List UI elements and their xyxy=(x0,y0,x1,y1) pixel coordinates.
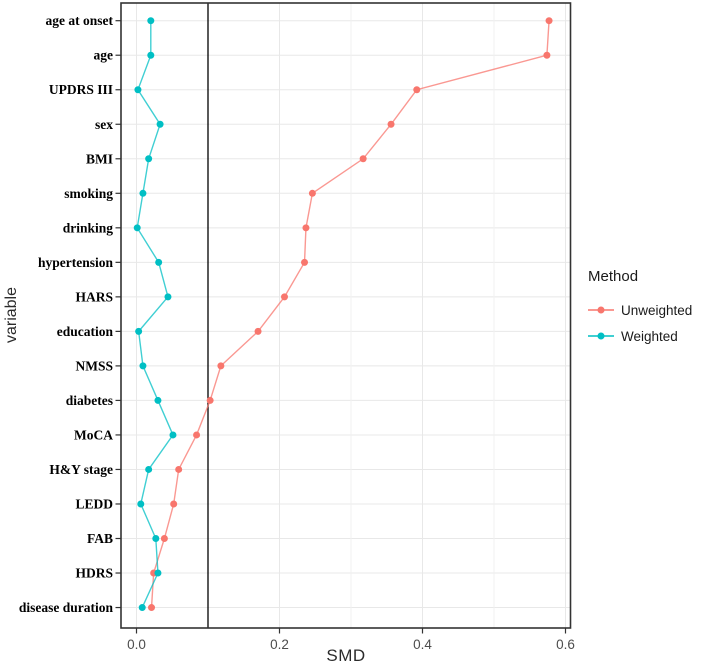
point-weighted-hypertension xyxy=(155,258,163,266)
point-weighted-bmi xyxy=(145,155,153,163)
y-axis-label-smoking: smoking xyxy=(64,186,113,201)
point-weighted-hdrs xyxy=(154,569,162,577)
y-axis-label-moca: MoCA xyxy=(74,427,113,442)
point-weighted-nmss xyxy=(139,362,147,370)
legend-item-weighted: Weighted xyxy=(588,323,709,349)
point-weighted-sex xyxy=(156,120,164,128)
y-axis-label-fab: FAB xyxy=(87,531,113,546)
point-weighted-smoking xyxy=(139,189,147,197)
x-tick-label-0.6: 0.6 xyxy=(556,637,575,652)
point-unweighted-sex xyxy=(387,120,395,128)
legend: Method Unweighted Weighted xyxy=(588,268,709,349)
point-weighted-ledd xyxy=(137,500,145,508)
point-unweighted-disease-duration xyxy=(148,604,156,612)
point-weighted-h-y-stage xyxy=(145,465,153,473)
y-axis-label-hars: HARS xyxy=(75,289,113,304)
point-unweighted-h-y-stage xyxy=(175,465,183,473)
y-axis-label-ledd: LEDD xyxy=(75,496,113,511)
point-weighted-updrs-iii xyxy=(134,86,142,94)
unweighted-line-dot-icon xyxy=(588,306,614,314)
point-unweighted-fab xyxy=(160,535,168,542)
point-unweighted-age xyxy=(543,51,551,59)
point-unweighted-nmss xyxy=(217,362,225,370)
point-unweighted-bmi xyxy=(359,155,367,163)
point-weighted-moca xyxy=(169,431,177,439)
x-axis-title: SMD xyxy=(326,646,366,665)
y-axis-label-education: education xyxy=(57,324,114,339)
y-axis-label-disease-duration: disease duration xyxy=(19,600,114,615)
weighted-line-dot-icon xyxy=(588,332,614,340)
point-unweighted-hars xyxy=(281,293,289,301)
point-unweighted-ledd xyxy=(170,500,178,508)
y-axis-label-diabetes: diabetes xyxy=(66,393,113,408)
legend-label-weighted: Weighted xyxy=(621,328,678,344)
y-axis-label-hypertension: hypertension xyxy=(38,255,114,270)
y-axis-label-age: age xyxy=(94,48,114,63)
y-axis-label-age-at-onset: age at onset xyxy=(46,13,114,28)
point-unweighted-drinking xyxy=(302,224,310,232)
y-axis-label-drinking: drinking xyxy=(63,220,114,235)
point-weighted-fab xyxy=(152,535,160,542)
point-weighted-age-at-onset xyxy=(147,17,155,25)
legend-label-unweighted: Unweighted xyxy=(621,302,693,318)
panel-border xyxy=(120,2,572,629)
x-tick-label-0: 0.0 xyxy=(127,637,146,652)
y-axis-label-hdrs: HDRS xyxy=(75,566,113,581)
y-axis-label-h-y-stage: H&Y stage xyxy=(49,462,113,477)
point-unweighted-smoking xyxy=(308,189,316,197)
point-unweighted-moca xyxy=(193,431,201,439)
point-weighted-age xyxy=(147,51,155,59)
point-weighted-hars xyxy=(164,293,172,301)
point-weighted-diabetes xyxy=(154,396,162,404)
y-axis-label-sex: sex xyxy=(95,117,113,132)
panel-background xyxy=(121,3,571,628)
x-tick-label-0.2: 0.2 xyxy=(270,637,289,652)
point-unweighted-hypertension xyxy=(301,258,309,266)
point-unweighted-diabetes xyxy=(206,396,214,404)
legend-item-unweighted: Unweighted xyxy=(588,297,709,323)
y-axis-title: variable xyxy=(3,286,20,344)
point-weighted-drinking xyxy=(133,224,141,232)
x-tick-label-0.4: 0.4 xyxy=(413,637,432,652)
y-axis-label-updrs-iii: UPDRS III xyxy=(49,82,113,97)
legend-title: Method xyxy=(588,268,639,285)
point-weighted-disease-duration xyxy=(138,604,146,612)
point-unweighted-age-at-onset xyxy=(545,17,553,25)
series-line-unweighted xyxy=(150,20,550,608)
point-unweighted-updrs-iii xyxy=(413,86,421,94)
point-weighted-education xyxy=(135,327,143,335)
y-axis-label-bmi: BMI xyxy=(86,151,113,166)
series-line-weighted xyxy=(136,20,174,608)
y-axis-label-nmss: NMSS xyxy=(75,358,113,373)
point-unweighted-education xyxy=(254,327,262,335)
